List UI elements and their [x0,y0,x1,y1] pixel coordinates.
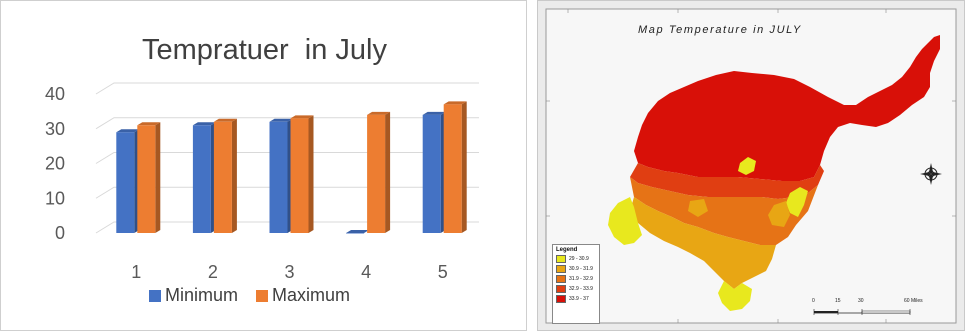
bar-top [213,118,237,122]
x-tick-label: 4 [361,262,371,282]
legend-item-maximum: Maximum [256,285,350,306]
bar-minimum-5 [422,114,441,233]
scale-label-15: 15 [835,298,841,304]
gridline [95,117,479,130]
map-legend-row: 33.9 - 37 [556,295,596,303]
x-tick-label: 3 [284,262,294,282]
legend-label-minimum: Minimum [165,285,239,305]
bar-maximum-1 [137,125,156,233]
bar-top [137,122,161,126]
map-legend-label: 32.9 - 33.9 [569,286,593,292]
legend-label-maximum: Maximum [272,285,351,305]
bar-maximum-3 [290,118,309,233]
gridline [95,186,479,199]
bar-top [422,111,446,115]
bar-top [367,111,391,115]
map-legend-label: 33.9 - 37 [569,296,589,302]
map-graticule-ticks [546,9,956,323]
y-tick-label: 40 [45,84,65,104]
legend-swatch-minimum [149,290,161,303]
map-region-orange-east [768,201,790,227]
bar-top [269,118,293,122]
y-tick-label: 30 [45,119,65,139]
y-tick-label: 20 [45,154,65,174]
map-title: Map Temperature in JULY [638,24,802,36]
map-legend-label: 30.9 - 31.9 [569,266,593,272]
map-region-30-9-31-9 [630,197,776,289]
bar-minimum-2 [192,125,211,233]
chart-title: Tempratuer in July [142,34,387,66]
map-legend-row: 29 - 30.9 [556,255,596,263]
x-tick-label: 2 [208,262,218,282]
map-legend-label: 31.9 - 32.9 [569,276,593,282]
bar-minimum-3 [269,121,288,233]
temperature-map [545,8,957,324]
map-legend-swatch [556,295,566,303]
gridline [95,82,479,95]
bar-minimum-4 [346,233,365,234]
x-tick-label: 5 [438,262,448,282]
bar-top [443,101,467,105]
y-tick-label: 10 [45,188,65,208]
map-region-29-30-9-east [786,187,808,217]
chart-panel: 0 10 20 30 40 1 2 3 4 5 Tempratuer in July Minimu… [0,0,527,331]
scale-bar [813,309,911,315]
legend-item-minimum: Minimum [149,285,238,306]
map-region-32-9-33-9 [630,163,824,199]
map-legend-swatch [556,265,566,273]
map-region-orange-center [688,199,708,217]
map-legend-row: 31.9 - 32.9 [556,275,596,283]
bar-side [461,101,467,233]
bar-chart: 0 10 20 30 40 1 2 3 4 5 [45,82,479,282]
north-arrow-icon [920,163,942,185]
map-legend-row: 30.9 - 31.9 [556,265,596,273]
bar-side [231,118,237,233]
map-region-33-9-37 [634,35,940,181]
bar-minimum-1 [116,132,135,233]
bar-maximum-2 [213,121,232,233]
chart-legend: Minimum Maximum [149,285,350,306]
map-legend-row: 32.9 - 33.9 [556,285,596,293]
bar-top [290,115,314,119]
map-legend-swatch [556,275,566,283]
bar-top [346,230,370,233]
bar-side [308,115,314,233]
bar-top [116,129,140,133]
map-legend-swatch [556,255,566,263]
map-region-29-30-9-center [738,157,756,175]
scale-label-30: 30 [858,298,864,304]
map-panel: Map Temperature in JULY Legend 29 - 30.9… [537,0,965,331]
x-tick-label: 1 [131,262,141,282]
map-legend-swatch [556,285,566,293]
bar-maximum-4 [367,114,386,233]
legend-swatch-maximum [256,290,269,303]
bar-maximum-5 [443,104,462,233]
y-tick-label: 0 [55,223,65,243]
bar-top [192,122,216,126]
scale-label-0: 0 [812,298,815,304]
map-legend-label: 29 - 30.9 [569,256,589,262]
map-region-29-30-9-west [608,197,642,245]
gridline [95,221,479,234]
map-legend: Legend 29 - 30.9 30.9 - 31.9 31.9 - 32.9… [552,244,600,324]
map-region-29-30-9-south [718,281,752,311]
map-legend-title: Legend [556,247,578,253]
bar-side [155,122,161,233]
map-region-31-9-32-9 [630,177,818,245]
bar-side [385,111,391,233]
gridline [95,152,479,164]
scale-label-60-miles: 60 Miles [904,298,923,304]
